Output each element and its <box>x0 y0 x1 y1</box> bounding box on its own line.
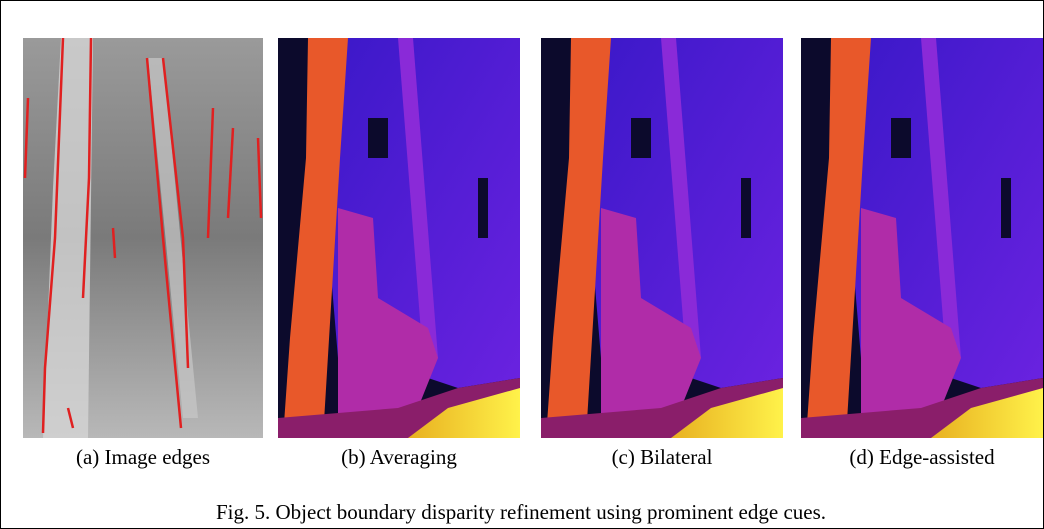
panel-label: (c) Bilateral <box>612 445 713 469</box>
panel-label: (a) Image edges <box>76 445 210 469</box>
panel-c-image <box>541 38 783 438</box>
panel-d-image <box>801 38 1043 438</box>
panel-label: (b) Averaging <box>341 445 457 469</box>
figure-caption: Fig. 5. Object boundary disparity refine… <box>216 500 826 524</box>
panel-label: (d) Edge-assisted <box>849 445 995 469</box>
panel-b-image <box>278 38 520 438</box>
panel-a-image <box>23 37 263 438</box>
